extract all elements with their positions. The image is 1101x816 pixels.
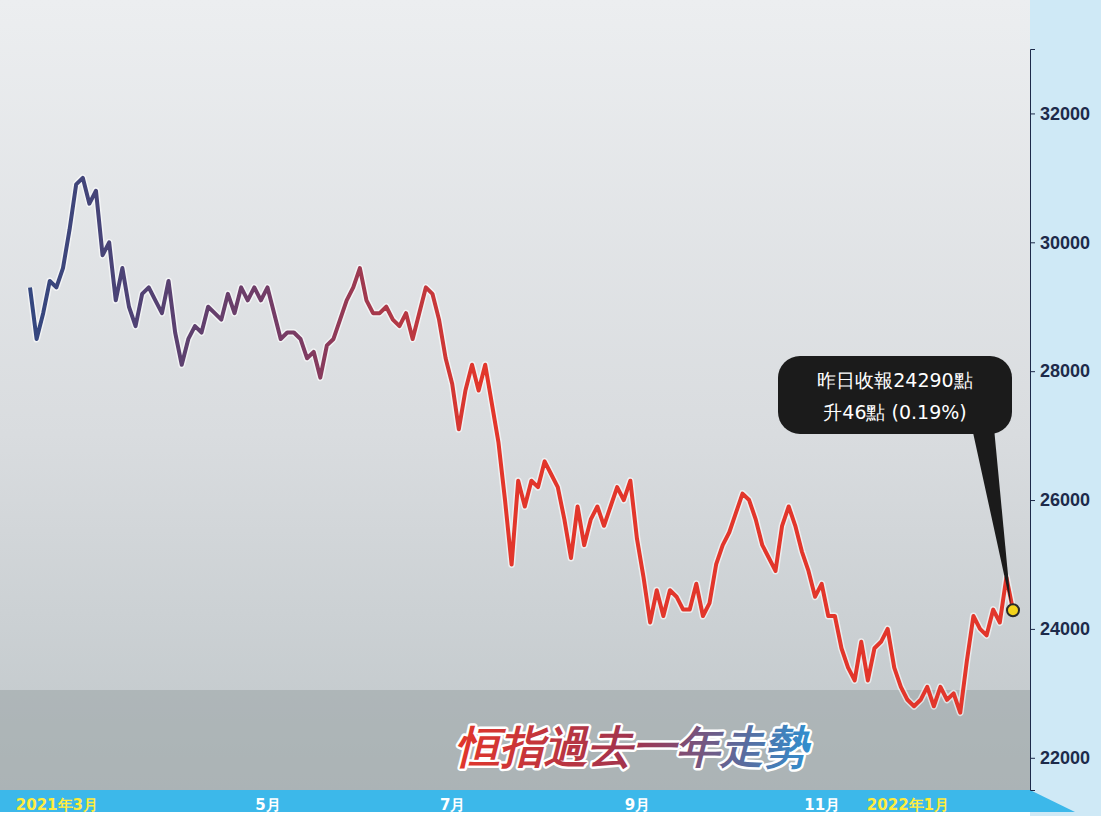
y-tick-mark <box>1030 629 1035 630</box>
annotation: 昨日收報24290點升46點 (0.19%) <box>778 356 1019 616</box>
x-axis: 2021年3月 5月 7月 9月 11月 2022年1月 <box>16 790 1014 814</box>
annotation-pointer <box>972 428 1011 606</box>
line <box>30 178 1013 713</box>
y-tick-label: 22000 <box>1040 748 1090 768</box>
x-tick: 11月 <box>804 790 840 814</box>
x-tick-label: 9月 <box>625 796 650 814</box>
y-tick: 22000 <box>1030 748 1090 768</box>
y-tick-label: 30000 <box>1040 233 1090 253</box>
line-halo <box>30 178 1013 713</box>
annotation-text: 升46點 (0.19%) <box>823 401 966 423</box>
y-tick-mark <box>1030 371 1035 372</box>
annotation-text: 昨日收報24290點 <box>817 369 972 391</box>
y-axis-line <box>1031 50 1036 791</box>
x-tick: 2021年3月 <box>16 790 98 814</box>
y-tick-label: 32000 <box>1040 104 1090 124</box>
y-tick-label: 28000 <box>1040 361 1090 381</box>
x-tick: 9月 <box>625 790 650 814</box>
x-tick-label: 11月 <box>804 796 840 814</box>
background <box>0 0 1030 790</box>
y-tick-mark <box>1030 758 1035 759</box>
x-tick-label: 7月 <box>440 796 465 814</box>
annotation-box <box>778 356 1012 434</box>
y-tick-mark <box>1030 113 1035 114</box>
x-tick-label: 5月 <box>255 796 280 814</box>
x-tick: 7月 <box>440 790 465 814</box>
plot-marks <box>30 178 1013 713</box>
y-tick-label: 24000 <box>1040 619 1090 639</box>
y-tick-label: 26000 <box>1040 490 1090 510</box>
y-tick-mark <box>1030 500 1035 501</box>
chart-title: 恒指過去一年走勢 <box>456 721 812 772</box>
x-tick: 5月 <box>255 790 280 814</box>
y-tick-mark <box>1030 242 1035 243</box>
last-point <box>1007 604 1019 616</box>
y-tick: 28000 <box>1030 361 1090 381</box>
x-tick: 2022年1月 <box>867 790 949 814</box>
y-axis: 22000 24000 26000 28000 30000 32000 <box>1030 50 1090 791</box>
x-axis-line <box>31 790 1014 791</box>
x-tick-label: 2022年1月 <box>867 796 949 814</box>
chart-svg: 2021年3月 5月 7月 9月 11月 2022年1月 22000 24000 26000 28… <box>0 0 1101 816</box>
y-tick: 24000 <box>1030 619 1090 639</box>
y-tick: 30000 <box>1030 233 1090 253</box>
water <box>0 690 1030 790</box>
x-tick-label: 2021年3月 <box>16 796 98 814</box>
y-tick: 26000 <box>1030 490 1090 510</box>
y-tick: 32000 <box>1030 104 1090 124</box>
axis-panel <box>1030 0 1101 816</box>
